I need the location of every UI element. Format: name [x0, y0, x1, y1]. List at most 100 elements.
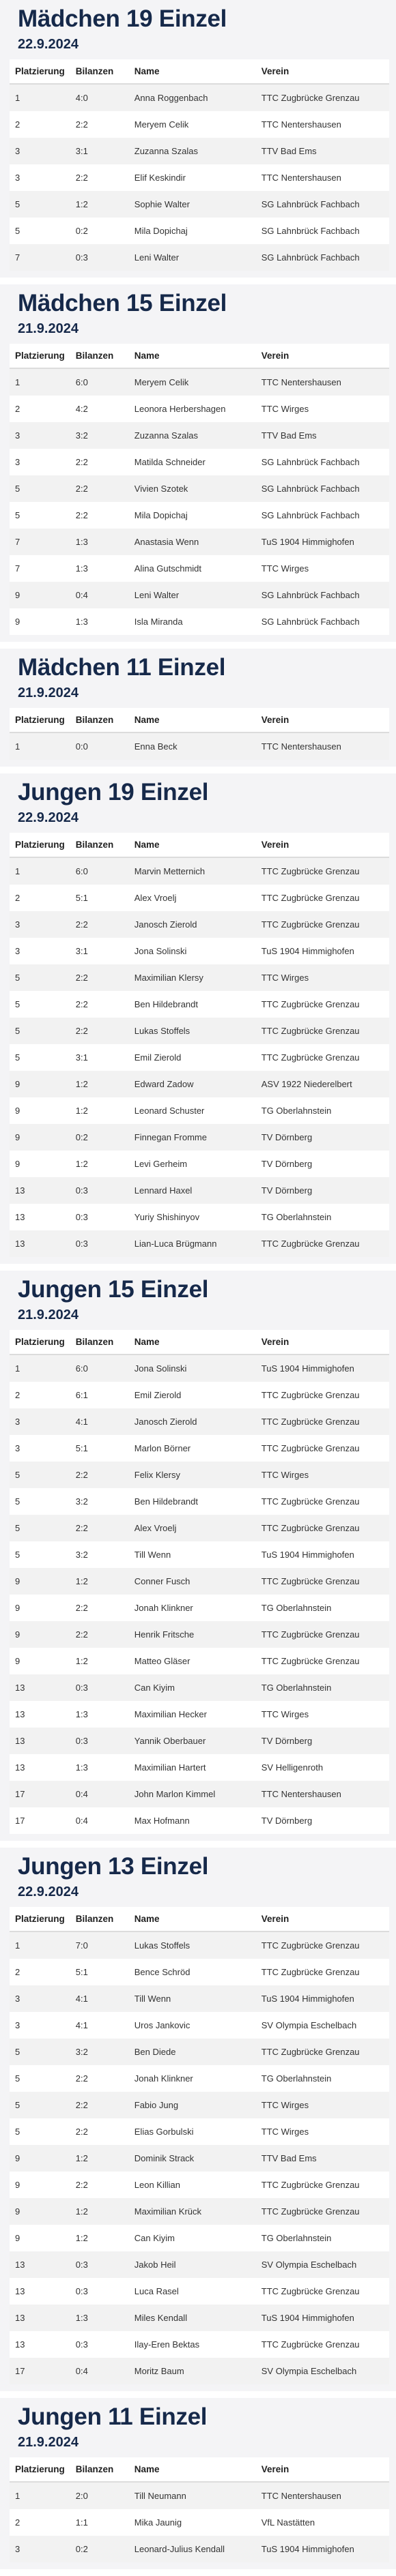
table-row: 9 1:2 Conner Fusch TTC Zugbrücke Grenzau: [10, 1568, 389, 1595]
place-cell: 1: [10, 1354, 70, 1382]
club-cell: SV Olympia Eschelbach: [255, 2251, 389, 2278]
player-name-cell: Mila Dopichaj: [128, 502, 256, 529]
club-cell: TV Dörnberg: [255, 1151, 389, 1177]
table-row: 3 4:1 Till Wenn TuS 1904 Himmighofen: [10, 1985, 389, 2012]
balance-cell: 2:2: [70, 2172, 129, 2198]
balance-cell: 6:0: [70, 368, 129, 396]
place-cell: 1: [10, 2482, 70, 2509]
place-cell: 1: [10, 368, 70, 396]
balance-cell: 2:2: [70, 911, 129, 938]
club-cell: TTC Nentershausen: [255, 368, 389, 396]
place-cell: 9: [10, 1568, 70, 1595]
place-cell: 3: [10, 449, 70, 475]
player-name-cell: Till Wenn: [128, 1541, 256, 1568]
table-row: 1 6:0 Jona Solinski TuS 1904 Himmighofen: [10, 1354, 389, 1382]
player-name-cell: Leonora Herbershagen: [128, 396, 256, 422]
results-section: Mädchen 11 Einzel 21.9.2024 Platzierung Bil…: [0, 649, 396, 767]
balance-cell: 0:3: [70, 2331, 129, 2358]
player-name-cell: Anastasia Wenn: [128, 529, 256, 555]
table-row: 5 2:2 Jonah Klinkner TG Oberlahnstein: [10, 2065, 389, 2092]
place-cell: 3: [10, 1435, 70, 1462]
table-row: 3 2:2 Matilda Schneider SG Lahnbrück Fachba…: [10, 449, 389, 475]
player-name-cell: Sophie Walter: [128, 191, 256, 218]
player-name-cell: Maximilian Hecker: [128, 1701, 256, 1728]
table-row: 9 1:2 Levi Gerheim TV Dörnberg: [10, 1151, 389, 1177]
column-header-balance: Bilanzen: [70, 833, 129, 858]
balance-cell: 1:2: [70, 1097, 129, 1124]
results-table: Platzierung Bilanzen Name Verein 1 7:0 Lukas S…: [10, 1907, 389, 2384]
table-row: 13 0:3 Lian-Luca Brügmann TTC Zugbrücke Gre…: [10, 1230, 389, 1257]
club-cell: TTV Bad Ems: [255, 138, 389, 164]
table-row: 9 0:4 Leni Walter SG Lahnbrück Fachbach: [10, 582, 389, 608]
player-name-cell: Jakob Heil: [128, 2251, 256, 2278]
table-row: 3 5:1 Marlon Börner TTC Zugbrücke Grenzau: [10, 1435, 389, 1462]
player-name-cell: Ben Hildebrandt: [128, 1488, 256, 1515]
balance-cell: 1:2: [70, 1648, 129, 1674]
player-name-cell: Bence Schröd: [128, 1959, 256, 1985]
column-header-club: Verein: [255, 833, 389, 858]
place-cell: 9: [10, 1595, 70, 1621]
player-name-cell: Lian-Luca Brügmann: [128, 1230, 256, 1257]
place-cell: 2: [10, 1382, 70, 1408]
place-cell: 5: [10, 218, 70, 244]
table-row: 5 2:2 Fabio Jung TTC Wirges: [10, 2092, 389, 2118]
club-cell: TTC Zugbrücke Grenzau: [255, 1621, 389, 1648]
table-row: 5 2:2 Ben Hildebrandt TTC Zugbrücke Grenzau: [10, 991, 389, 1018]
place-cell: 9: [10, 2172, 70, 2198]
column-header-club: Verein: [255, 2457, 389, 2483]
column-header-club: Verein: [255, 59, 389, 85]
table-row: 13 1:3 Miles Kendall TuS 1904 Himmighofen: [10, 2305, 389, 2331]
balance-cell: 3:1: [70, 938, 129, 964]
column-header-name: Name: [128, 1330, 256, 1355]
table-row: 7 0:3 Leni Walter SG Lahnbrück Fachbach: [10, 244, 389, 271]
table-row: 5 3:2 Ben Diede TTC Zugbrücke Grenzau: [10, 2039, 389, 2065]
balance-cell: 1:2: [70, 2145, 129, 2172]
table-row: 3 2:2 Elif Keskindir TTC Nentershausen: [10, 164, 389, 191]
table-row: 3 4:1 Uros Jankovic SV Olympia Eschelbach: [10, 2012, 389, 2039]
balance-cell: 4:2: [70, 396, 129, 422]
player-name-cell: Janosch Zierold: [128, 1408, 256, 1435]
balance-cell: 0:3: [70, 1204, 129, 1230]
column-header-balance: Bilanzen: [70, 344, 129, 369]
club-cell: TTC Zugbrücke Grenzau: [255, 1488, 389, 1515]
player-name-cell: Enna Beck: [128, 732, 256, 760]
balance-cell: 6:0: [70, 1354, 129, 1382]
balance-cell: 2:2: [70, 111, 129, 138]
club-cell: TTC Wirges: [255, 964, 389, 991]
table-row: 5 1:2 Sophie Walter SG Lahnbrück Fachbach: [10, 191, 389, 218]
table-row: 17 0:4 Moritz Baum SV Olympia Eschelbach: [10, 2358, 389, 2384]
player-name-cell: Leonard Schuster: [128, 1097, 256, 1124]
table-body: 1 6:0 Jona Solinski TuS 1904 Himmighofen 2 6:…: [10, 1354, 389, 1834]
table-row: 5 2:2 Lukas Stoffels TTC Zugbrücke Grenzau: [10, 1018, 389, 1044]
place-cell: 1: [10, 1931, 70, 1959]
balance-cell: 0:3: [70, 1177, 129, 1204]
results-section: Mädchen 19 Einzel 22.9.2024 Platzierung Bil…: [0, 0, 396, 278]
player-name-cell: Meryem Celik: [128, 111, 256, 138]
balance-cell: 2:2: [70, 2092, 129, 2118]
club-cell: TuS 1904 Himmighofen: [255, 1541, 389, 1568]
player-name-cell: Emil Zierold: [128, 1044, 256, 1071]
column-header-place: Platzierung: [10, 708, 70, 733]
table-row: 7 1:3 Anastasia Wenn TuS 1904 Himmighofen: [10, 529, 389, 555]
table-row: 3 0:2 Leonard-Julius Kendall TuS 1904 Himmi…: [10, 2536, 389, 2562]
club-cell: TTC Zugbrücke Grenzau: [255, 911, 389, 938]
place-cell: 9: [10, 2225, 70, 2251]
header-row: Platzierung Bilanzen Name Verein: [10, 344, 389, 369]
club-cell: TTC Zugbrücke Grenzau: [255, 1959, 389, 1985]
player-name-cell: Henrik Fritsche: [128, 1621, 256, 1648]
balance-cell: 4:1: [70, 1408, 129, 1435]
table-header: Platzierung Bilanzen Name Verein: [10, 59, 389, 85]
place-cell: 2: [10, 885, 70, 911]
balance-cell: 4:0: [70, 84, 129, 111]
club-cell: TTC Zugbrücke Grenzau: [255, 885, 389, 911]
section-date: 21.9.2024: [18, 2435, 79, 2450]
balance-cell: 3:2: [70, 1488, 129, 1515]
club-cell: SG Lahnbrück Fachbach: [255, 608, 389, 635]
place-cell: 7: [10, 555, 70, 582]
player-name-cell: John Marlon Kimmel: [128, 1781, 256, 1807]
table-row: 9 1:2 Edward Zadow ASV 1922 Niederelbert: [10, 1071, 389, 1097]
header-row: Platzierung Bilanzen Name Verein: [10, 59, 389, 85]
table-body: 1 0:0 Enna Beck TTC Nentershausen: [10, 732, 389, 760]
club-cell: TuS 1904 Himmighofen: [255, 1354, 389, 1382]
